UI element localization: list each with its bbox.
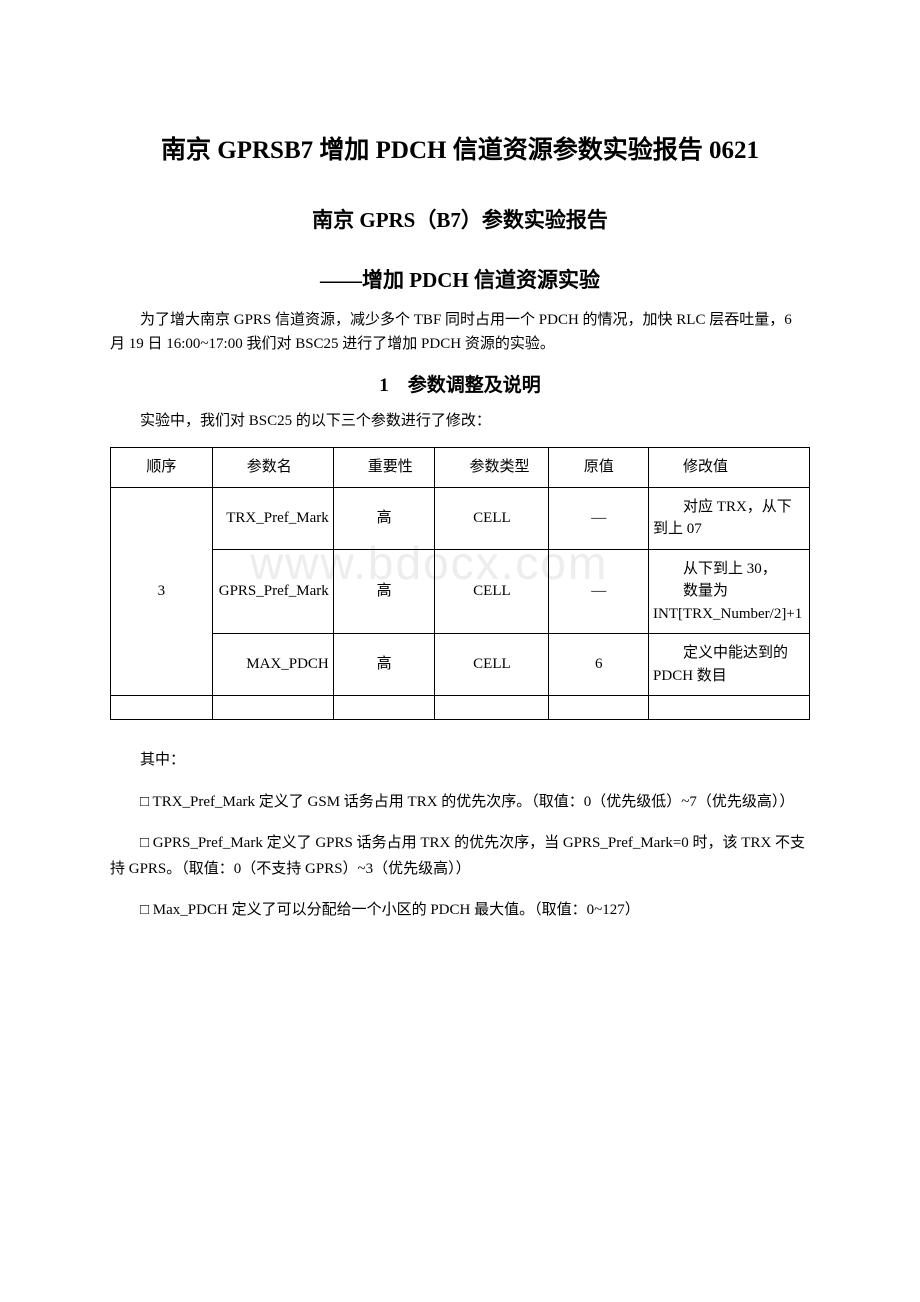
- table-row: GPRS_Pref_Mark 高 CELL — 从下到上 30， 数量为 INT…: [111, 549, 810, 634]
- cell-mod: 从下到上 30， 数量为 INT[TRX_Number/2]+1: [649, 549, 810, 634]
- table-header-row: 顺序 参数名 重要性 参数类型 原值 修改值: [111, 448, 810, 488]
- table-row: MAX_PDCH 高 CELL 6 定义中能达到的 PDCH 数目: [111, 634, 810, 696]
- cell-orig: —: [549, 549, 649, 634]
- header-orig: 原值: [549, 448, 649, 488]
- cell-type: CELL: [435, 634, 549, 696]
- cell-importance: 高: [333, 487, 435, 549]
- section-1-title: 1 参数调整及说明: [110, 370, 810, 397]
- cell-importance: 高: [333, 634, 435, 696]
- section-1-description: 实验中，我们对 BSC25 的以下三个参数进行了修改：: [110, 409, 810, 433]
- table-row-empty: [111, 696, 810, 720]
- cell-seq: 3: [111, 487, 213, 696]
- cell-importance: 高: [333, 549, 435, 634]
- cell-orig: 6: [549, 634, 649, 696]
- document-subtitle-1: 南京 GPRS（B7）参数实验报告: [110, 204, 810, 234]
- post-p1: □ TRX_Pref_Mark 定义了 GSM 话务占用 TRX 的优先次序。（…: [110, 790, 810, 816]
- document-title: 南京 GPRSB7 增加 PDCH 信道资源参数实验报告 0621: [110, 130, 810, 166]
- post-lead: 其中：: [110, 748, 810, 774]
- parameters-table: 顺序 参数名 重要性 参数类型 原值 修改值 3 TRX_Pref_Mark 高…: [110, 447, 810, 720]
- post-p2: □ GPRS_Pref_Mark 定义了 GPRS 话务占用 TRX 的优先次序…: [110, 831, 810, 882]
- cell-param-name: MAX_PDCH: [212, 634, 333, 696]
- header-seq: 顺序: [111, 448, 213, 488]
- cell-mod: 对应 TRX，从下到上 07: [649, 487, 810, 549]
- header-mod: 修改值: [649, 448, 810, 488]
- cell-type: CELL: [435, 487, 549, 549]
- cell-param-name: TRX_Pref_Mark: [212, 487, 333, 549]
- cell-type: CELL: [435, 549, 549, 634]
- intro-paragraph: 为了增大南京 GPRS 信道资源，减少多个 TBF 同时占用一个 PDCH 的情…: [110, 308, 810, 356]
- document-subtitle-2: ——增加 PDCH 信道资源实验: [110, 264, 810, 294]
- cell-mod: 定义中能达到的 PDCH 数目: [649, 634, 810, 696]
- cell-param-name: GPRS_Pref_Mark: [212, 549, 333, 634]
- table-row: 3 TRX_Pref_Mark 高 CELL — 对应 TRX，从下到上 07: [111, 487, 810, 549]
- header-name: 参数名: [212, 448, 333, 488]
- post-p3: □ Max_PDCH 定义了可以分配给一个小区的 PDCH 最大值。（取值：0~…: [110, 898, 810, 924]
- header-type: 参数类型: [435, 448, 549, 488]
- header-importance: 重要性: [333, 448, 435, 488]
- cell-orig: —: [549, 487, 649, 549]
